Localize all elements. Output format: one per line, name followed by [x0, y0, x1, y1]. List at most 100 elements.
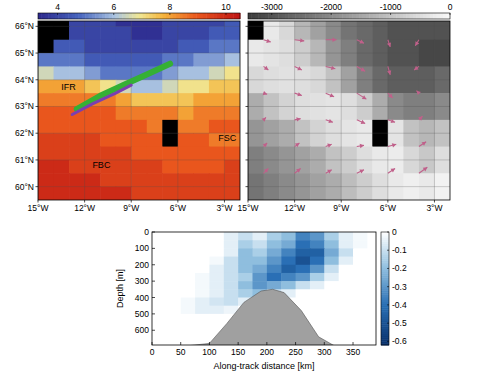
- velocity-cell: [181, 248, 196, 257]
- colorbar-step: [381, 232, 389, 234]
- colorbar-step: [216, 13, 220, 19]
- field-cell: [54, 187, 70, 200]
- arrow-shaft: [264, 143, 268, 147]
- velocity-cell: [310, 289, 325, 298]
- velocity-cell: [195, 265, 210, 274]
- field-cell: [209, 120, 225, 134]
- colorbar-label: 6: [111, 2, 116, 12]
- velocity-cell: [339, 314, 354, 323]
- colorbar-label: 0: [448, 2, 453, 12]
- tick-mark: [246, 79, 249, 80]
- arrow-head: [332, 38, 336, 42]
- colorbar-step: [85, 13, 89, 19]
- colorbar-step: [65, 13, 69, 19]
- colorbar-step: [386, 13, 390, 19]
- field-cell: [209, 106, 225, 120]
- map-area: [38, 21, 240, 200]
- velocity-cell: [238, 248, 253, 257]
- colorbar-step: [105, 13, 109, 19]
- field-cell: [85, 120, 101, 134]
- tick-mark: [36, 186, 39, 187]
- grid-line: [224, 21, 225, 200]
- arrow-head: [423, 167, 428, 171]
- velocity-cell: [253, 257, 268, 266]
- field-cell: [38, 106, 54, 120]
- colorbar-step: [166, 13, 170, 19]
- colorbar-step: [379, 13, 383, 19]
- field-cell: [341, 93, 357, 120]
- field-cell: [209, 80, 225, 94]
- tick-mark: [152, 264, 155, 265]
- velocity-cell: [166, 265, 181, 274]
- field-cell: [178, 187, 194, 200]
- velocity-cell: [224, 248, 239, 257]
- velocity-arrow: [263, 91, 267, 95]
- velocity-arrow: [326, 38, 337, 42]
- field-cell: [209, 187, 225, 200]
- velocity-cell: [224, 232, 239, 241]
- colorbar-step: [41, 13, 45, 19]
- field-cell: [434, 40, 450, 67]
- velocity-arrow: [388, 143, 396, 147]
- velocity-cell: [339, 281, 354, 290]
- colorbar-step: [220, 13, 224, 19]
- colorbar-step: [400, 13, 404, 19]
- velocity-cell: [166, 232, 181, 241]
- velocity-cell: [310, 298, 325, 307]
- velocity-cell: [195, 314, 210, 323]
- field-cell: [100, 53, 116, 67]
- arrow-head: [414, 66, 419, 70]
- map-area: [248, 21, 450, 200]
- velocity-cell: [181, 240, 196, 249]
- velocity-cell: [367, 273, 376, 282]
- velocity-cell: [353, 338, 368, 345]
- tick-mark: [238, 342, 239, 345]
- field-cell: [224, 40, 240, 54]
- field-cell: [224, 93, 240, 107]
- velocity-cell: [324, 265, 339, 274]
- velocity-arrow: [388, 119, 395, 123]
- velocity-cell: [224, 298, 239, 307]
- field-cell: [147, 187, 163, 200]
- tick-mark: [36, 159, 39, 160]
- velocity-cell: [353, 314, 368, 323]
- colorbar-step: [233, 13, 237, 19]
- field-cell: [357, 40, 373, 67]
- velocity-cell: [166, 273, 181, 282]
- velocity-cell: [166, 289, 181, 298]
- grid-line: [38, 53, 240, 54]
- field-cell: [209, 173, 225, 187]
- colorbar-step: [51, 13, 55, 19]
- tick-label: 300: [317, 347, 331, 357]
- tick-mark: [152, 342, 153, 345]
- velocity-arrow: [295, 66, 302, 70]
- field-cell: [38, 133, 54, 147]
- colorbar-step: [78, 13, 82, 19]
- velocity-cell: [324, 240, 339, 249]
- velocity-cell: [253, 248, 268, 257]
- field-cell: [131, 26, 147, 40]
- colorbar-step: [440, 13, 444, 19]
- field-cell: [178, 160, 194, 174]
- arrow-shaft: [419, 142, 426, 147]
- velocity-cell: [367, 289, 376, 298]
- velocity-cell: [209, 314, 224, 323]
- arrow-head: [296, 168, 300, 172]
- velocity-cell: [339, 306, 354, 315]
- velocity-cell: [324, 273, 339, 282]
- field-cell: [100, 187, 116, 200]
- tick-label: 100: [135, 243, 149, 253]
- velocity-arrow: [417, 91, 421, 95]
- tick-mark: [180, 342, 181, 345]
- velocity-arrow: [414, 66, 419, 70]
- field-cell: [224, 106, 240, 120]
- colorbar-step: [159, 13, 163, 19]
- tick-mark: [36, 133, 39, 134]
- velocity-arrow: [388, 168, 395, 173]
- velocity-cell: [238, 232, 253, 241]
- velocity-arrow: [326, 93, 334, 97]
- field-cell: [69, 53, 85, 67]
- field-cell: [372, 21, 388, 40]
- grid-line: [38, 159, 240, 160]
- field-cell: [38, 173, 54, 187]
